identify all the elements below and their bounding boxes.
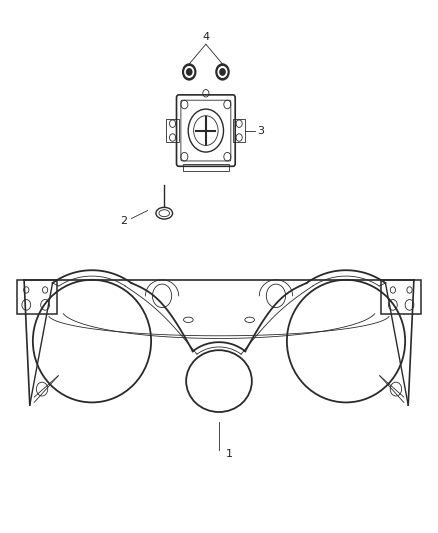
Circle shape bbox=[187, 69, 192, 75]
Bar bbox=[17, 280, 57, 314]
Text: 3: 3 bbox=[257, 126, 264, 135]
Bar bbox=[166, 119, 179, 142]
Circle shape bbox=[185, 67, 194, 77]
Bar bbox=[233, 119, 245, 142]
Text: 4: 4 bbox=[202, 31, 209, 42]
Circle shape bbox=[218, 67, 227, 77]
Bar bbox=[183, 164, 229, 171]
Circle shape bbox=[216, 64, 229, 80]
Circle shape bbox=[220, 69, 225, 75]
Text: 2: 2 bbox=[120, 216, 127, 226]
Bar bbox=[381, 280, 421, 314]
Text: 1: 1 bbox=[226, 449, 233, 459]
Circle shape bbox=[183, 64, 196, 80]
